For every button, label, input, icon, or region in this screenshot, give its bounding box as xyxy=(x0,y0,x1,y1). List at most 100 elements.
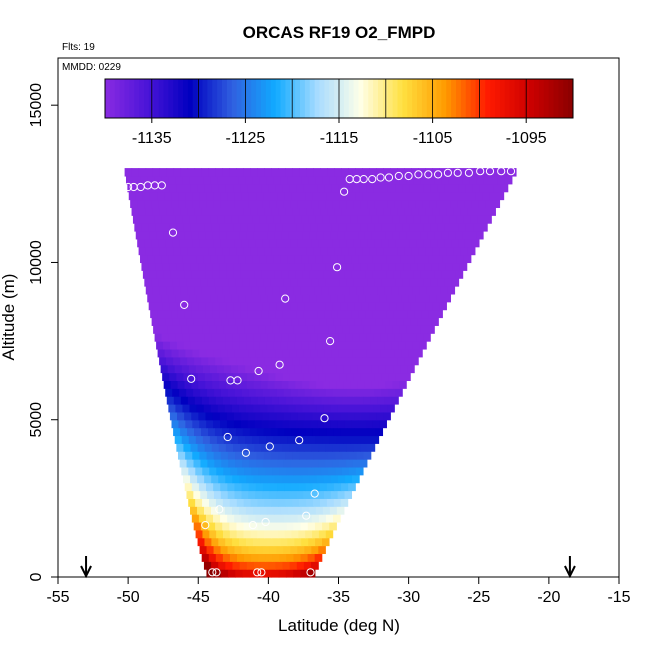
heat-cell xyxy=(384,286,392,295)
heat-cell xyxy=(213,419,221,429)
heat-cell xyxy=(501,168,510,177)
heat-cell xyxy=(258,325,267,334)
heat-cell xyxy=(230,435,239,444)
heat-cell xyxy=(362,356,370,366)
x-tick-label: -35 xyxy=(327,589,350,606)
heat-cell xyxy=(180,286,189,295)
heat-cell xyxy=(234,490,243,499)
heat-cell xyxy=(456,254,465,264)
heat-cell xyxy=(213,482,221,492)
heat-cell xyxy=(168,175,176,185)
heat-cell xyxy=(337,309,346,319)
heat-cell xyxy=(246,341,254,350)
heat-cell xyxy=(297,238,306,248)
colorbar-segment xyxy=(256,79,262,118)
heat-cell xyxy=(322,537,330,547)
heat-cell xyxy=(391,396,399,405)
heat-cell xyxy=(208,553,217,562)
heat-cell xyxy=(152,286,161,295)
heat-cell xyxy=(310,309,318,319)
heat-cell xyxy=(177,270,186,279)
colorbar-segment xyxy=(178,79,184,118)
heat-cell xyxy=(344,270,352,279)
heat-cell xyxy=(224,175,232,185)
heat-cell xyxy=(299,356,307,366)
heat-cell xyxy=(266,364,274,374)
heat-cell xyxy=(359,183,368,193)
heat-cell xyxy=(295,270,304,279)
heat-cell xyxy=(406,325,414,334)
heat-cell xyxy=(364,380,373,389)
heat-cell xyxy=(398,286,406,295)
heat-cell xyxy=(266,215,275,224)
heat-cell xyxy=(276,301,284,311)
heat-cell xyxy=(289,419,297,429)
heat-cell xyxy=(310,348,319,358)
heat-cell xyxy=(206,191,215,201)
heat-cell xyxy=(187,396,196,405)
heat-cell xyxy=(430,183,438,193)
heat-cell xyxy=(460,168,468,177)
heat-cell xyxy=(314,466,322,476)
heat-cell xyxy=(412,341,420,350)
heat-cell xyxy=(189,175,197,185)
heat-cell xyxy=(215,246,224,256)
heat-cell xyxy=(420,175,429,185)
heat-cell xyxy=(162,223,171,232)
heat-cell xyxy=(221,427,230,437)
heat-cell xyxy=(248,459,257,468)
heat-cell xyxy=(234,545,243,555)
heat-cell xyxy=(403,372,411,382)
heat-cell xyxy=(224,254,233,264)
heat-cell xyxy=(271,396,280,405)
heat-cell xyxy=(308,364,317,374)
heat-cell xyxy=(303,309,311,319)
heat-cell xyxy=(303,372,312,382)
heat-cell xyxy=(195,466,203,476)
heat-cell xyxy=(156,341,164,350)
heat-cell xyxy=(186,238,194,248)
heat-cell xyxy=(423,333,431,342)
colorbar-segment xyxy=(441,79,447,118)
heat-cell xyxy=(261,372,270,382)
heat-cell xyxy=(219,270,227,279)
heat-cell xyxy=(285,168,293,177)
heat-cell xyxy=(210,215,218,224)
heat-cell xyxy=(322,364,331,374)
heat-cell xyxy=(158,238,166,248)
colorbar-segment xyxy=(378,79,384,118)
heat-cell xyxy=(259,364,267,374)
y-tick-label: 15000 xyxy=(28,83,45,128)
heat-cell xyxy=(204,341,213,350)
heat-cell xyxy=(238,293,247,303)
heat-cell xyxy=(271,207,280,216)
heat-cell xyxy=(315,506,324,515)
heat-cell xyxy=(220,545,229,555)
colorbar-segment xyxy=(538,79,545,118)
heat-cell xyxy=(279,325,288,334)
heat-cell xyxy=(285,246,294,256)
heat-cell xyxy=(357,215,366,224)
colorbar-segment xyxy=(334,79,340,118)
heat-cell xyxy=(183,341,192,350)
heat-cell xyxy=(235,451,243,460)
heat-cell xyxy=(202,325,210,334)
heat-cell xyxy=(405,341,413,350)
heat-cell xyxy=(435,309,443,319)
heat-cell xyxy=(268,419,277,429)
heat-cell xyxy=(460,246,469,256)
heat-cell xyxy=(235,569,244,578)
heat-cell xyxy=(492,199,501,209)
heat-cell xyxy=(399,380,407,389)
heat-cell xyxy=(184,380,192,389)
heat-cell xyxy=(347,317,355,326)
heat-cell xyxy=(348,207,357,216)
heat-cell xyxy=(134,183,143,193)
heat-cell xyxy=(172,317,181,326)
heat-cell xyxy=(293,325,302,334)
heat-cell xyxy=(241,514,249,523)
heat-cell xyxy=(415,293,423,303)
heat-cell xyxy=(277,427,286,437)
heat-cell xyxy=(300,396,308,405)
heat-cell xyxy=(299,498,307,507)
